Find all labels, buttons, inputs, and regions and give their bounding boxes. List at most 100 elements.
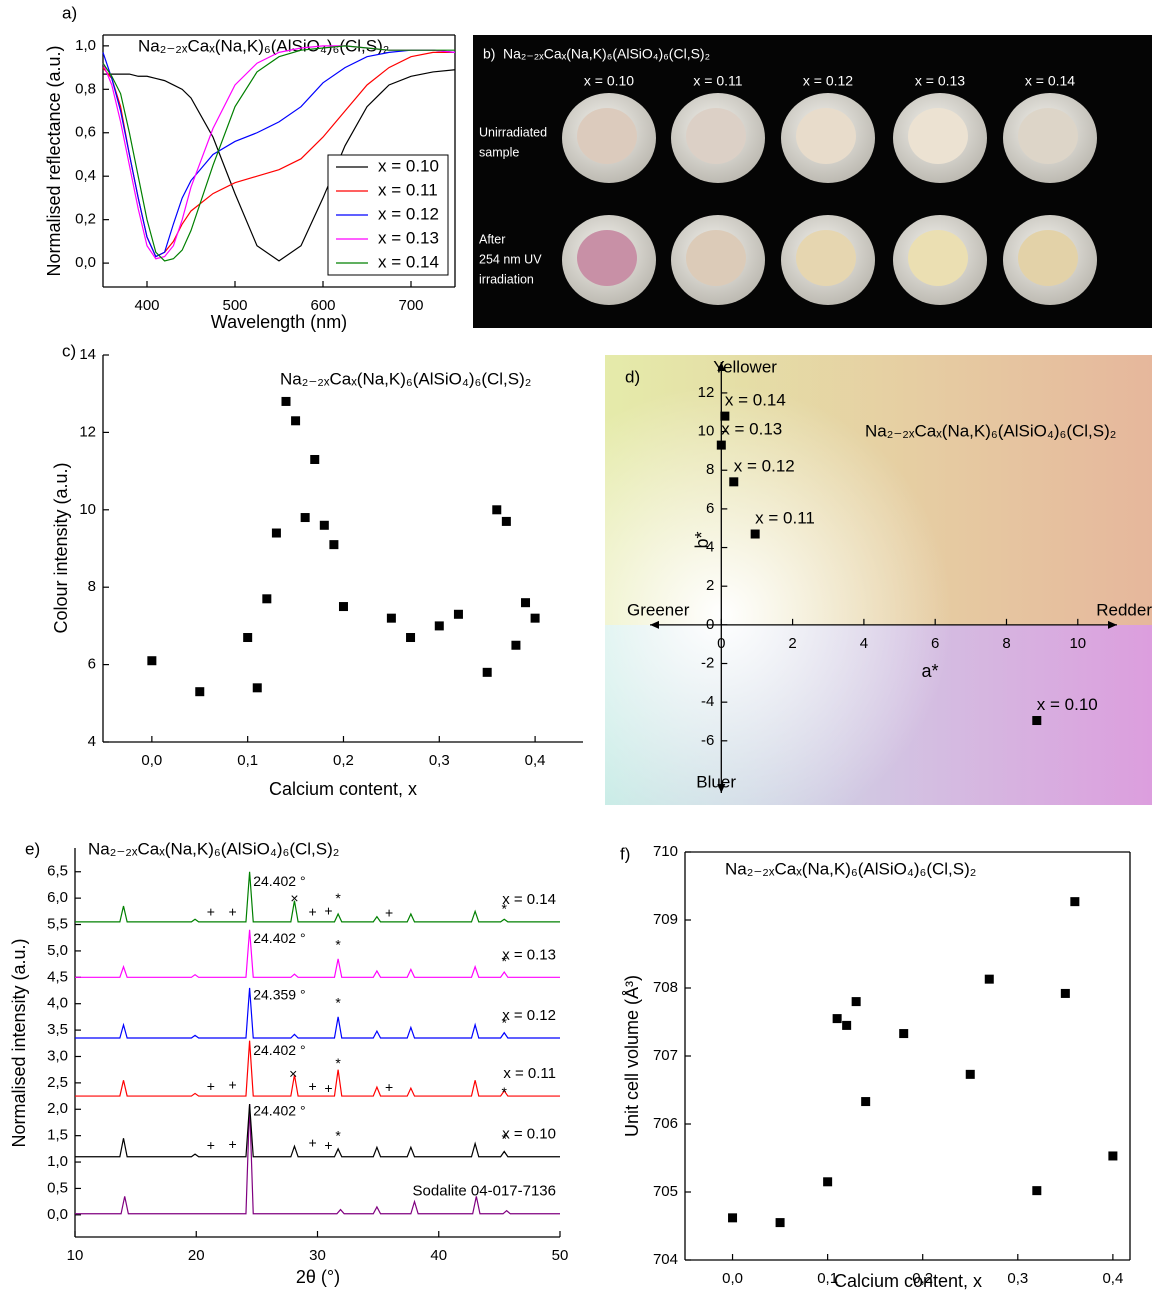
y-tick-label: 1,0	[75, 37, 96, 54]
axis-arrow	[717, 362, 726, 371]
y-tick-label: 14	[79, 346, 96, 363]
y-tick-label: 0,5	[47, 1179, 68, 1196]
y-tick-label: 0,4	[75, 167, 96, 184]
chart: 0,0 0,1 0,2 0,3 0,4 704 705 706 707 708 709 710 f) Na…	[620, 843, 1131, 1291]
series-line	[75, 1103, 560, 1158]
point	[291, 416, 301, 426]
point	[842, 1020, 852, 1030]
column-label: x = 0.13	[915, 73, 965, 89]
point-label: x = 0.12	[734, 456, 795, 475]
pellet-centre	[1018, 108, 1078, 164]
y-tick-label: -4	[701, 693, 714, 710]
y-tick-label: 4	[706, 539, 714, 556]
annotation: *	[501, 1014, 507, 1030]
series-label: Sodalite 04-017-7136	[413, 1183, 556, 1200]
annotation: *	[335, 994, 341, 1010]
panel-d-background	[605, 355, 1152, 805]
annotation: +	[229, 1136, 237, 1152]
point	[1070, 897, 1080, 907]
point-label: x = 0.13	[721, 420, 782, 439]
x-tick-label: 400	[134, 297, 159, 314]
x-tick-label: 4	[860, 635, 868, 652]
series-line	[102, 45, 455, 262]
y-tick-label: 708	[653, 979, 678, 996]
annotation: +	[324, 1137, 332, 1153]
point	[281, 396, 291, 406]
annotation: +	[385, 1079, 393, 1095]
point	[832, 1014, 842, 1024]
x-tick-label: 6	[931, 635, 939, 652]
y-tick-label: 707	[653, 1047, 678, 1064]
column-label: x = 0.12	[803, 73, 853, 89]
point	[406, 633, 416, 643]
annotation: +	[229, 904, 237, 920]
panel-label: c)	[62, 341, 76, 360]
y-tick-label: 6	[706, 500, 714, 517]
point	[271, 528, 281, 538]
point	[386, 613, 396, 623]
x-axis-label: 2θ (°)	[296, 1267, 340, 1287]
point	[329, 540, 339, 550]
legend-label: x = 0.11	[378, 180, 438, 199]
direction-label: Yellower	[713, 357, 777, 376]
point	[823, 1177, 833, 1187]
pellet-centre	[686, 230, 746, 286]
photo-title: Na₂₋₂ₓCaₓ(Na,K)₆(AlSiO₄)₆(Cl,S)₂	[503, 46, 710, 62]
x-tick-label: 500	[222, 297, 247, 314]
annotation: ×	[290, 890, 298, 906]
row-label: sample	[479, 145, 519, 159]
annotation: +	[385, 905, 393, 921]
y-tick-label: -2	[701, 654, 714, 671]
x-tick-label: 50	[552, 1247, 569, 1264]
x-tick-label: 0	[717, 635, 725, 652]
x-tick-label: 0,1	[817, 1270, 838, 1287]
annotation: +	[207, 904, 215, 920]
y-tick-label: 4	[88, 733, 96, 750]
series-label: x = 0.10	[502, 1126, 556, 1143]
column-label: x = 0.14	[1025, 73, 1075, 89]
point	[501, 516, 511, 526]
y-tick-label: 3,5	[47, 1021, 68, 1038]
y-tick-label: 1,5	[47, 1127, 68, 1144]
x-tick-label: 600	[310, 297, 335, 314]
point	[434, 621, 444, 631]
series-line	[103, 69, 456, 262]
y-tick-label: 3,0	[47, 1047, 68, 1064]
panel-label: e)	[25, 839, 40, 858]
y-tick-label: 8	[88, 578, 96, 595]
point	[492, 505, 502, 515]
panel-label: a)	[62, 3, 77, 22]
point	[453, 609, 463, 619]
photo-panel: b) Na₂₋₂ₓCaₓ(Na,K)₆(AlSiO₄)₆(Cl,S)₂ x = 0.…	[473, 35, 1152, 328]
pellet-centre	[577, 108, 637, 164]
y-tick-label: 10	[79, 501, 96, 518]
y-tick-label: 1,0	[47, 1153, 68, 1170]
point	[252, 683, 262, 693]
y-tick-label: 2,0	[47, 1100, 68, 1117]
y-axis-label: Colour intensity (a.u.)	[51, 462, 71, 633]
axis-arrow	[1108, 620, 1117, 629]
y-tick-label: 12	[698, 384, 715, 401]
point	[720, 411, 730, 421]
x-tick-label: 0,4	[1102, 1270, 1123, 1287]
row-label: 254 nm UV	[479, 252, 542, 266]
x-tick-label: 40	[430, 1247, 447, 1264]
y-tick-label: 5,5	[47, 916, 68, 933]
direction-label: Redder	[1096, 600, 1152, 619]
legend-label: x = 0.13	[378, 228, 439, 247]
point	[984, 974, 994, 984]
point	[851, 997, 861, 1007]
y-tick-label: 710	[653, 843, 678, 860]
annotation: 24.402 °	[253, 930, 305, 946]
point	[729, 477, 739, 487]
point-label: x = 0.11	[755, 508, 815, 527]
point	[511, 640, 521, 650]
annotation: *	[335, 1055, 341, 1071]
series-line	[75, 871, 560, 923]
chart-title: Na₂₋₂ₓCaₓ(Na,K)₆(AlSiO₄)₆(Cl,S)₂	[725, 859, 976, 878]
x-tick-label: 0,1	[237, 752, 258, 769]
legend-label: x = 0.14	[378, 252, 439, 271]
chart-title: Na₂₋₂ₓCaₓ(Na,K)₆(AlSiO₄)₆(Cl,S)₂	[280, 369, 531, 388]
